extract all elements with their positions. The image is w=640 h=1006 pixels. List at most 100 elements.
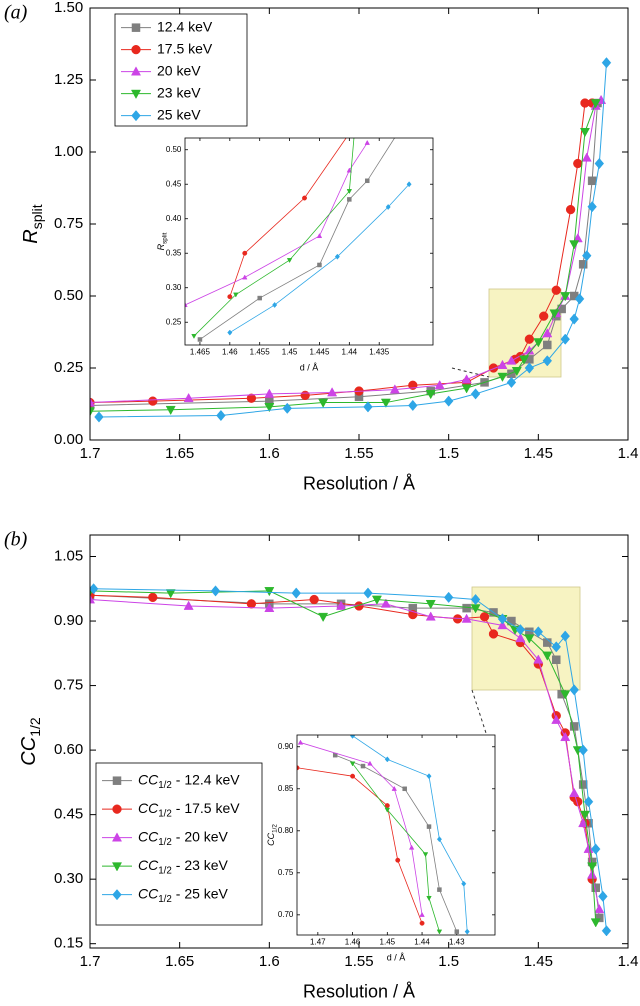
marker	[94, 411, 104, 423]
marker	[90, 583, 99, 595]
marker	[542, 651, 553, 661]
marker	[233, 292, 239, 298]
legend-swatch-marker	[130, 66, 142, 76]
y-tick-label: 0.25	[166, 317, 182, 326]
marker	[380, 398, 391, 408]
marker	[560, 630, 570, 642]
marker	[497, 620, 508, 630]
marker	[543, 340, 552, 350]
marker	[551, 285, 561, 295]
axes-frame	[296, 734, 496, 936]
label-main: R	[20, 229, 42, 243]
x-tick-label: 1.45	[380, 938, 396, 947]
marker	[569, 787, 580, 797]
label-main: CC	[18, 736, 40, 765]
marker	[402, 786, 407, 792]
marker	[574, 293, 585, 305]
legend-swatch-marker	[112, 889, 122, 901]
marker	[461, 880, 467, 887]
y-tick-label: 1.00	[54, 143, 83, 160]
x-tick-label: 1.5	[438, 445, 459, 462]
plot-background	[297, 735, 495, 935]
x-tick-label: 1.46	[222, 348, 238, 357]
marker	[587, 869, 598, 879]
marker	[560, 690, 571, 700]
marker	[578, 744, 588, 756]
marker	[302, 195, 307, 201]
x-tick-label: 1.4	[618, 953, 639, 970]
marker	[506, 355, 517, 365]
marker	[407, 113, 411, 117]
y-tick-label: 0.50	[166, 145, 182, 154]
marker	[497, 613, 508, 625]
marker	[425, 611, 436, 621]
marker	[533, 654, 544, 664]
legend-swatch-marker	[112, 776, 122, 785]
marker	[470, 593, 481, 606]
marker	[524, 634, 535, 644]
marker	[406, 181, 412, 188]
marker	[515, 624, 526, 636]
marker	[461, 384, 472, 394]
marker	[583, 843, 594, 853]
marker	[533, 626, 544, 638]
legend-prefix-sub: 1/2	[158, 779, 172, 790]
legend-swatch-marker	[111, 832, 123, 842]
zoom-connector	[471, 689, 487, 734]
marker	[246, 393, 257, 403]
marker	[297, 739, 304, 745]
x-tick-label: 1.55	[344, 953, 373, 970]
marker	[560, 292, 571, 302]
marker	[565, 204, 576, 215]
marker	[464, 928, 470, 935]
marker	[183, 392, 194, 403]
x-axis-label: Resolution / Å	[303, 982, 415, 1002]
marker	[380, 598, 391, 608]
y-tick-label: 0.40	[166, 214, 182, 223]
legend-prefix: CC	[138, 885, 159, 901]
marker	[506, 376, 517, 388]
marker	[318, 612, 329, 623]
y-tick-label: 0.15	[54, 935, 83, 952]
y-tick-label: 0.50	[54, 287, 83, 304]
legend-swatch-marker	[130, 89, 142, 99]
marker	[391, 785, 397, 791]
x-tick-label: 1.4	[618, 445, 639, 462]
y-tick-label: 0.75	[278, 868, 294, 877]
marker	[363, 401, 373, 413]
x-tick-label: 1.46	[345, 938, 361, 947]
marker	[210, 585, 221, 597]
marker	[518, 355, 530, 365]
marker	[524, 334, 535, 344]
x-tick-label: 1.65	[165, 953, 194, 970]
label-sub: 1/2	[27, 717, 43, 737]
data-layer	[90, 57, 612, 423]
marker	[533, 338, 544, 348]
label-main: R	[156, 243, 166, 250]
plot-2: 1.7 1.65 1.6 1.55 1.5 1.45 1.4 0.15 0.30 0.45 0.60…	[54, 534, 639, 1002]
marker	[350, 773, 356, 779]
marker	[426, 895, 432, 901]
legend-name: 25 keV	[184, 885, 228, 901]
marker	[264, 403, 275, 413]
legend-prefix-sub: 1/2	[158, 836, 172, 847]
legend-swatch-marker	[131, 44, 141, 55]
y-tick-label: 0.80	[278, 826, 294, 835]
legend-label: 25 keV	[157, 106, 201, 122]
marker	[542, 355, 553, 367]
marker	[242, 250, 248, 256]
marker	[360, 763, 366, 769]
legend-prefix: CC	[138, 828, 159, 844]
legend-name: 23 keV	[157, 84, 201, 100]
marker	[282, 402, 292, 414]
panel-label: (b)	[4, 529, 28, 551]
marker	[90, 397, 96, 407]
legend-name: 17.5 keV	[184, 800, 240, 816]
x-tick-label: 1.445	[309, 348, 330, 357]
series-line	[229, 138, 347, 297]
legend-prefix: CC	[138, 857, 159, 873]
y-tick-label: 0.00	[54, 431, 83, 448]
x-tick-label: 1.47	[310, 938, 326, 947]
marker	[594, 157, 605, 170]
zoom-region	[471, 586, 581, 691]
